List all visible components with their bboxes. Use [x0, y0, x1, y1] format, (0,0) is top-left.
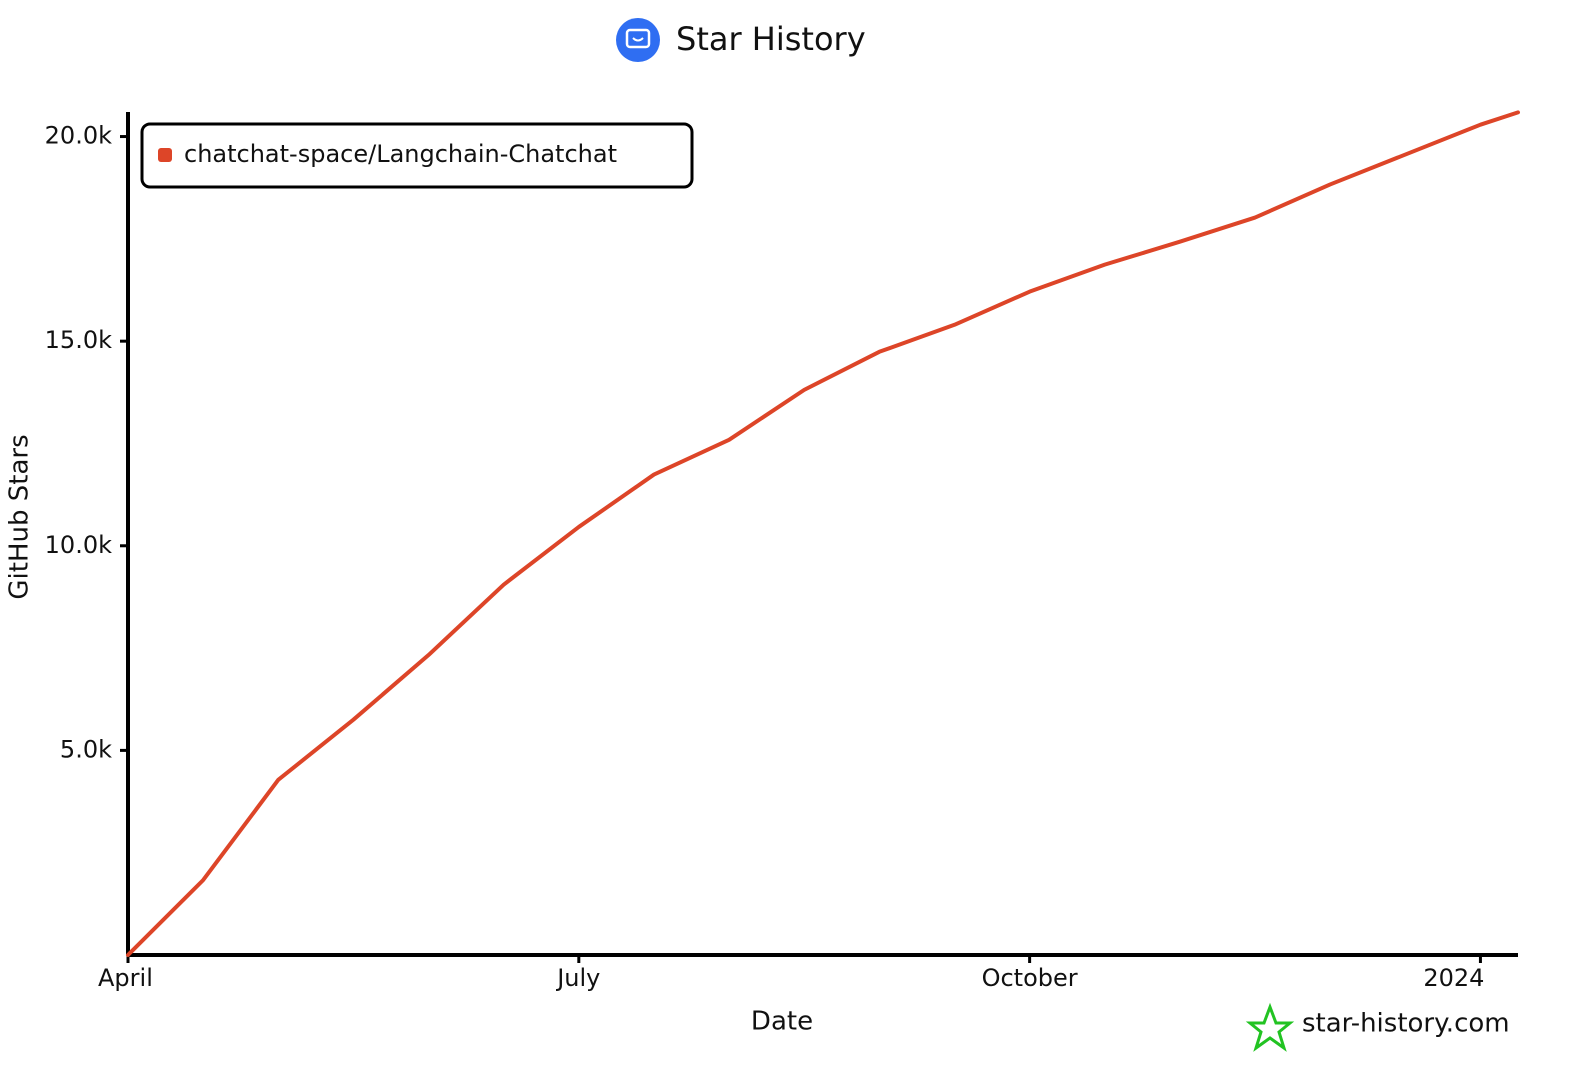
chart-title: Star History	[676, 20, 866, 58]
x-tick-label: October	[982, 964, 1078, 992]
x-axis-label: Date	[751, 1007, 813, 1037]
legend-box	[140, 122, 694, 189]
legend: chatchat-space/Langchain-Chatchat	[140, 122, 694, 189]
y-tick-label: 5.0k	[60, 735, 112, 763]
y-tick-label: 10.0k	[45, 531, 112, 559]
x-tick-label: April	[98, 964, 153, 992]
x-tick-label: 2024	[1423, 964, 1484, 992]
logo	[616, 18, 660, 62]
legend-swatch	[158, 148, 172, 162]
x-tick-label: July	[555, 964, 600, 992]
y-axis-label: GitHub Stars	[5, 434, 35, 599]
legend-label: chatchat-space/Langchain-Chatchat	[184, 140, 617, 168]
y-tick-label: 20.0k	[45, 122, 112, 150]
y-tick-label: 15.0k	[45, 326, 112, 354]
watermark: star-history.com	[1245, 1002, 1510, 1052]
line-series	[126, 110, 1520, 957]
watermark-text: star-history.com	[1302, 1009, 1510, 1039]
